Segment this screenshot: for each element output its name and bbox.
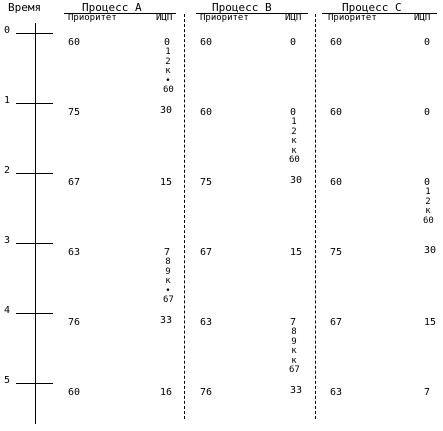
counter-item: 60 [423, 215, 434, 226]
counter-stack-b-1: 1 2 к к 60 [289, 117, 300, 166]
a-icp-t3: 7 [164, 247, 171, 258]
counter-stack-a-3: 8 9 к • 67 [163, 257, 174, 306]
separator-b-c [315, 14, 316, 419]
process-b-priority-header: Приоритет [200, 13, 249, 23]
process-c-title: Процесс C [340, 1, 404, 14]
b-icp-t2: 30 [290, 175, 303, 186]
counter-stack-b-4: 8 9 к к 67 [289, 327, 300, 376]
time-label: Время [8, 1, 42, 14]
process-c-header-line [322, 13, 437, 14]
b-icp-t3: 15 [290, 247, 303, 258]
time-tick-2 [16, 173, 53, 174]
b-priority-t2: 75 [200, 177, 213, 188]
counter-item: 60 [163, 85, 174, 96]
a-priority-t1: 75 [68, 107, 81, 118]
counter-item: 1 [425, 187, 431, 197]
b-icp-t4: 7 [290, 317, 297, 328]
c-priority-t2: 60 [330, 177, 343, 188]
counter-item: к [165, 66, 171, 77]
timeline-axis [35, 23, 36, 424]
b-priority-t5: 76 [200, 387, 213, 398]
separator-a-b [184, 14, 185, 419]
time-label-3: 3 [4, 235, 11, 246]
process-a-priority-header: Приоритет [68, 13, 117, 23]
counter-item: 2 [165, 56, 171, 67]
counter-item: 8 [165, 257, 171, 267]
time-tick-1 [16, 103, 53, 104]
counter-stack-c-2: 1 2 к 60 [423, 187, 434, 226]
time-tick-0 [16, 33, 53, 34]
process-a-icp-header: ИЦП [156, 13, 173, 23]
counter-item: 2 [425, 196, 431, 207]
a-icp-t2: 15 [160, 177, 173, 188]
b-icp-t0: 0 [290, 37, 297, 48]
b-priority-t1: 60 [200, 107, 213, 118]
c-icp-t0: 0 [424, 37, 431, 48]
counter-item: 1 [165, 47, 171, 57]
counter-item: 9 [165, 266, 171, 277]
b-priority-t3: 67 [200, 247, 213, 258]
counter-item: • [165, 75, 171, 86]
time-label-5: 5 [4, 375, 11, 386]
counter-item: к [165, 276, 171, 287]
counter-item: к [425, 206, 431, 217]
a-priority-t2: 67 [68, 177, 81, 188]
counter-item: 60 [289, 155, 300, 166]
time-label-0: 0 [4, 25, 11, 36]
c-icp-t3: 30 [424, 245, 437, 256]
a-priority-t4: 76 [68, 317, 81, 328]
process-a-header-line [64, 13, 176, 14]
b-icp-t5: 33 [290, 385, 303, 396]
time-tick-3 [16, 243, 53, 244]
counter-stack-a-0: 1 2 к • 60 [163, 47, 174, 96]
process-b-title: Процесс B [210, 1, 274, 14]
c-priority-t4: 67 [330, 317, 343, 328]
time-label-1: 1 [4, 95, 11, 106]
process-a-title: Процесс A [80, 1, 144, 14]
process-b-icp-header: ИЦП [285, 13, 302, 23]
b-icp-t1: 0 [290, 107, 297, 118]
c-icp-t5: 7 [424, 387, 431, 398]
counter-item: 67 [289, 365, 300, 376]
a-priority-t3: 63 [68, 247, 81, 258]
counter-item: 67 [163, 295, 174, 306]
b-priority-t4: 63 [200, 317, 213, 328]
a-icp-t5: 16 [160, 387, 173, 398]
counter-item: к [291, 145, 297, 156]
a-priority-t0: 60 [68, 37, 81, 48]
c-icp-t2: 0 [424, 177, 431, 188]
c-icp-t4: 15 [424, 317, 437, 328]
counter-item: • [165, 285, 171, 296]
counter-item: к [291, 136, 297, 147]
time-label-4: 4 [4, 305, 11, 316]
a-icp-t1: 30 [160, 105, 173, 116]
process-b-header-line [196, 13, 308, 14]
c-priority-t5: 63 [330, 387, 343, 398]
a-priority-t5: 60 [68, 387, 81, 398]
c-priority-t0: 60 [330, 37, 343, 48]
counter-item: 9 [291, 336, 297, 347]
time-tick-5 [16, 383, 53, 384]
a-icp-t0: 0 [164, 37, 171, 48]
counter-item: к [291, 346, 297, 357]
counter-item: к [291, 355, 297, 366]
time-tick-4 [16, 313, 53, 314]
process-c-icp-header: ИЦП [414, 13, 431, 23]
counter-item: 1 [291, 117, 297, 127]
process-c-priority-header: Приоритет [328, 13, 377, 23]
time-label-2: 2 [4, 165, 11, 176]
c-priority-t1: 60 [330, 107, 343, 118]
counter-item: 8 [291, 327, 297, 337]
c-icp-t1: 0 [424, 107, 431, 118]
b-priority-t0: 60 [200, 37, 213, 48]
a-icp-t4: 33 [160, 315, 173, 326]
counter-item: 2 [291, 126, 297, 137]
c-priority-t3: 75 [330, 247, 343, 258]
